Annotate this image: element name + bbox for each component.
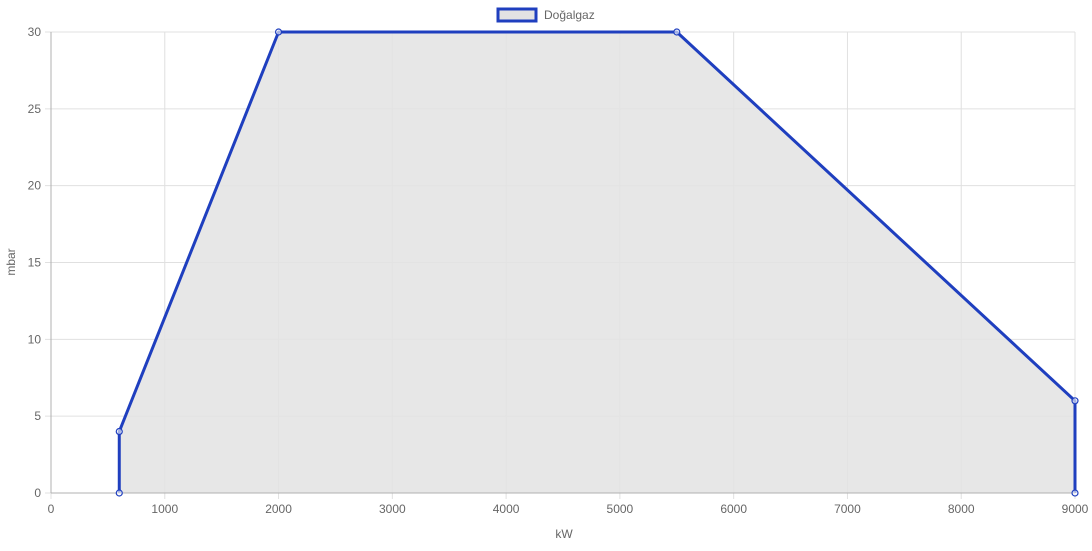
y-tick-label: 25 (28, 102, 42, 116)
legend[interactable]: Doğalgaz (496, 7, 595, 23)
y-tick-label: 20 (28, 179, 42, 193)
y-tick-label: 0 (34, 486, 41, 500)
y-axis-ticks: 0 5 10 15 20 25 30 (28, 25, 42, 500)
data-point[interactable] (1071, 397, 1079, 405)
x-axis-title: kW (555, 527, 573, 541)
axes (50, 32, 1075, 494)
x-tick-label: 8000 (948, 502, 975, 516)
y-tick-label: 10 (28, 332, 42, 346)
y-axis-title: mbar (4, 248, 18, 275)
series-fill (119, 32, 1076, 493)
x-tick-label: 3000 (379, 502, 406, 516)
data-point[interactable] (1071, 489, 1079, 497)
x-tick-label: 0 (48, 502, 55, 516)
x-tick-label: 1000 (151, 502, 178, 516)
x-tick-label: 5000 (607, 502, 634, 516)
series-line (117, 30, 1077, 493)
data-points (115, 28, 1079, 497)
x-tick-label: 6000 (720, 502, 747, 516)
x-axis-ticks: 0 1000 2000 3000 4000 5000 6000 7000 8000 9000 (48, 502, 1089, 516)
legend-swatch-dogalgaz[interactable] (496, 7, 538, 23)
x-tick-label: 9000 (1062, 502, 1089, 516)
data-point[interactable] (274, 28, 283, 36)
y-tick-label: 30 (28, 25, 42, 39)
data-point[interactable] (115, 427, 123, 436)
legend-label-dogalgaz[interactable]: Doğalgaz (544, 8, 595, 22)
x-tick-label: 4000 (493, 502, 520, 516)
data-point[interactable] (115, 489, 123, 497)
series-area (117, 30, 1077, 493)
y-tick-label: 5 (34, 409, 41, 423)
x-tick-label: 2000 (265, 502, 292, 516)
x-tick-label: 7000 (834, 502, 861, 516)
y-tick-label: 15 (28, 256, 42, 270)
data-point[interactable] (673, 28, 681, 36)
